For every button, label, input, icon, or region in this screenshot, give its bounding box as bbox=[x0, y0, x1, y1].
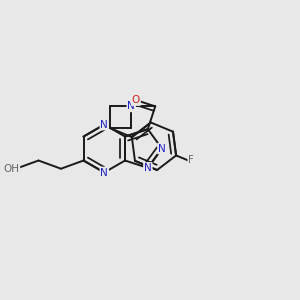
Text: OH: OH bbox=[3, 164, 20, 174]
Text: N: N bbox=[158, 143, 166, 154]
Text: N: N bbox=[144, 163, 152, 173]
Text: N: N bbox=[100, 167, 108, 178]
Text: F: F bbox=[188, 155, 194, 166]
Text: N: N bbox=[100, 120, 108, 130]
Text: O: O bbox=[132, 95, 140, 105]
Text: N: N bbox=[128, 101, 135, 111]
